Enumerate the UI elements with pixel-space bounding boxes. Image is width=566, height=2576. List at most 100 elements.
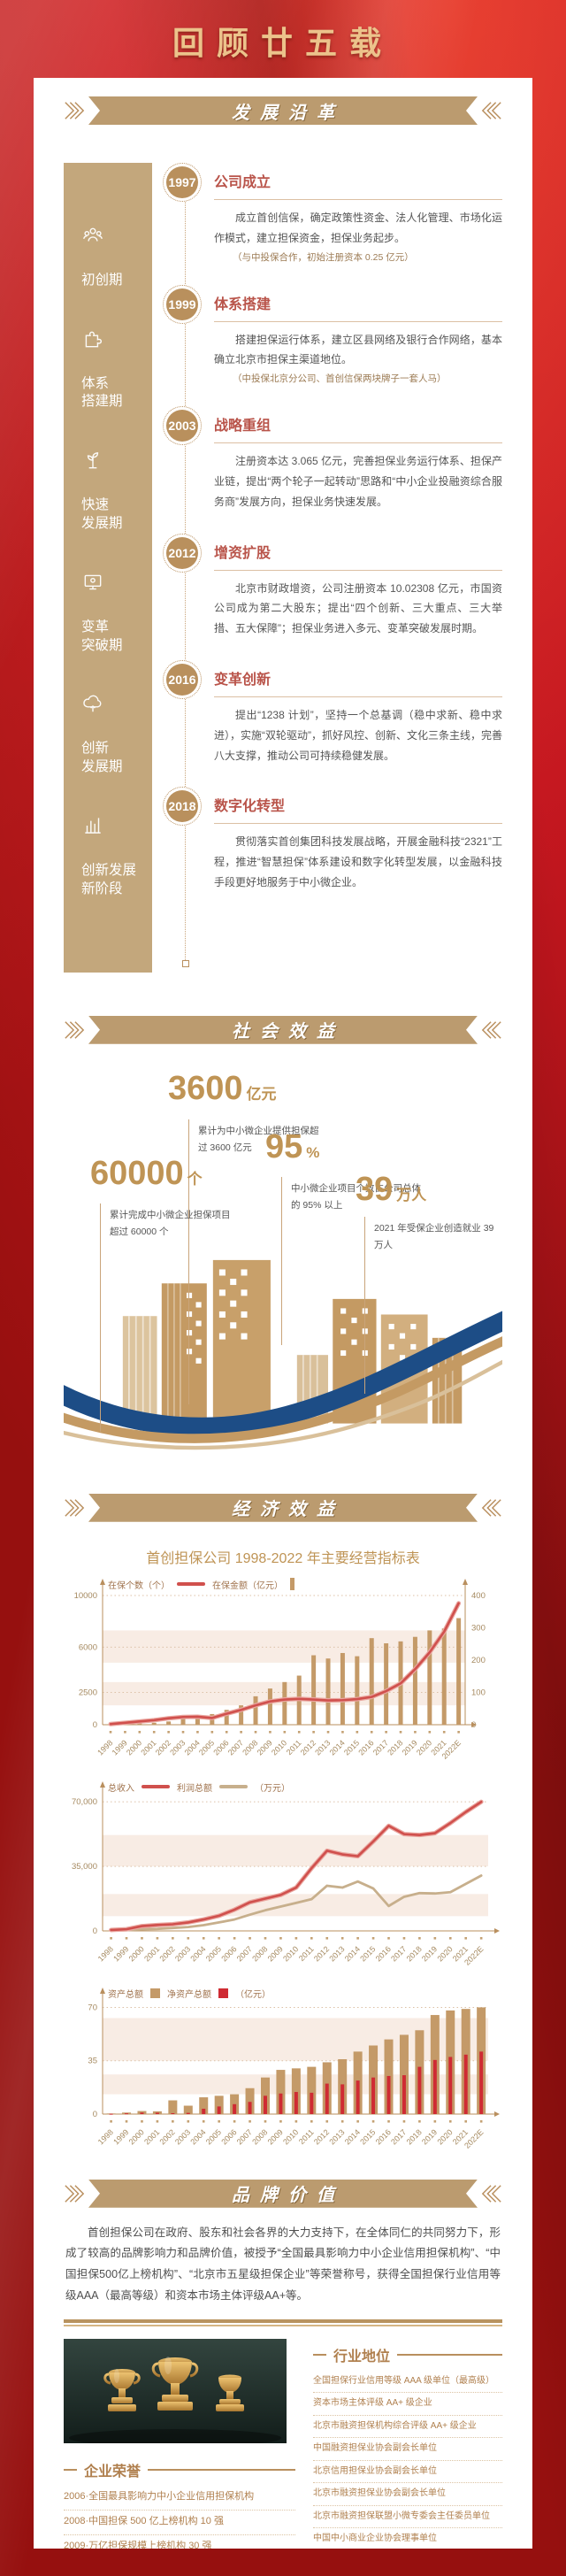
event-note: （中投保北京分公司、首创信保两块牌子一套人马）	[233, 373, 447, 385]
legend-label: 资产总额	[108, 1989, 143, 2000]
svg-text:2001: 2001	[139, 1738, 157, 1757]
svg-text:70: 70	[88, 2003, 97, 2012]
timeline-event: 1999 体系搭建 搭建担保运行体系，建立区县网络及银行合作网络，基本确立北京市…	[163, 284, 502, 386]
svg-text:2006: 2006	[219, 2127, 238, 2146]
status-item: 北京信用担保业协会副会长单位	[313, 2461, 502, 2484]
svg-text:0: 0	[93, 1926, 97, 1936]
timeline-event: 2018 数字化转型 贯彻落实首创集团科技发展战略，开展金融科技“2321”工程…	[163, 787, 502, 892]
svg-text:2012: 2012	[299, 1738, 317, 1757]
stage-label: 体系 搭建期	[81, 375, 123, 410]
svg-text:2001: 2001	[142, 2127, 161, 2146]
svg-text:2010: 2010	[281, 2127, 300, 2146]
event-title: 战略重组	[214, 406, 502, 444]
svg-text:2016: 2016	[356, 1738, 375, 1757]
svg-text:2009: 2009	[256, 1738, 274, 1757]
status-item: 中国中小商业企业协会理事单位	[313, 2528, 502, 2549]
stage-item: 体系 搭建期	[81, 309, 152, 431]
svg-text:2004: 2004	[183, 1738, 202, 1757]
svg-text:2003: 2003	[168, 1738, 187, 1757]
legend-swatch-icon	[219, 1785, 248, 1788]
svg-text:1998: 1998	[96, 2127, 115, 2146]
brand-section-banner: 品牌价值	[64, 2179, 502, 2209]
svg-text:2017: 2017	[389, 2127, 408, 2146]
svg-text:2000: 2000	[125, 1738, 143, 1757]
svg-text:2014: 2014	[328, 1738, 347, 1757]
svg-text:2008: 2008	[241, 1738, 259, 1757]
status-item: 中国融资担保业协会副会长单位	[313, 2438, 502, 2461]
chart-assets: 0 35 70 1998 1999 2000 2001 2002 2003 2004 2005 200…	[64, 1978, 502, 2159]
svg-text:10000: 10000	[74, 1591, 97, 1601]
svg-text:2020: 2020	[415, 1738, 433, 1757]
svg-text:200: 200	[471, 1656, 486, 1665]
year-badge: 2012	[163, 533, 202, 573]
year-badge: 2018	[163, 787, 202, 827]
legend-swatch-icon	[218, 1988, 228, 1998]
stage-item: 快速 发展期	[81, 430, 152, 552]
event-body: 贯彻落实首创集团科技发展战略，开展金融科技“2321”工程，推进“智慧担保”体系…	[214, 835, 502, 888]
svg-text:2019: 2019	[401, 1738, 419, 1757]
svg-text:2006: 2006	[219, 1944, 238, 1963]
svg-text:2019: 2019	[420, 1944, 439, 1963]
economic-section-banner: 经济效益	[64, 1493, 502, 1523]
svg-text:2019: 2019	[420, 2127, 439, 2146]
stage-label: 变革 突破期	[81, 619, 123, 653]
status-header: 行业地位	[313, 2344, 502, 2365]
svg-text:2014: 2014	[343, 1944, 362, 1963]
chevron-right-icon	[65, 1020, 85, 1039]
status-list: 全国担保行业信用等级 AAA 级单位（最高级） 资本市场主体评级 AA+ 级企业北…	[313, 2371, 502, 2549]
svg-text:2002: 2002	[154, 1738, 172, 1757]
social-banner-bar: 社会效益	[88, 1016, 478, 1044]
event-note: （与中投保合作，初始注册资本 0.25 亿元）	[233, 251, 414, 263]
svg-text:2003: 2003	[173, 2127, 192, 2146]
chart-legend: 在保个数（个） 在保金额（亿元）	[108, 1578, 294, 1591]
svg-text:2004: 2004	[188, 1944, 207, 1963]
chevron-left-icon	[481, 2184, 501, 2203]
event-body: 搭建担保运行体系，建立区县网络及银行合作网络，基本确立北京市担保主渠道地位。	[214, 333, 502, 366]
divider	[64, 2318, 502, 2326]
chart-revenue-profit: 0 35,000 70,000 1998 1999 2000 2001 2002 2003 200…	[64, 1772, 502, 1976]
status-item: 北京市融资担保机构综合评级 AA+ 级企业	[313, 2416, 502, 2439]
year-badge: 2016	[163, 659, 202, 699]
legend-swatch-icon	[150, 1988, 160, 1998]
timeline-event: 1997 公司成立 成立首创信保，确定政策性资金、法人化管理、市场化运作模式，建…	[163, 163, 502, 264]
honors-header: 企业荣誉	[64, 2459, 295, 2480]
history-banner-label: 发展沿革	[232, 103, 345, 123]
event-body: 成立首创信保，确定政策性资金、法人化管理、市场化运作模式，建立担保资金，担保业务…	[214, 211, 502, 244]
svg-text:2005: 2005	[197, 1738, 216, 1757]
svg-text:2013: 2013	[327, 2127, 346, 2146]
year-badge: 2003	[163, 406, 202, 446]
chart-table-title: 首创担保公司 1998-2022 年主要经营指标表	[146, 1550, 420, 1566]
svg-text:2003: 2003	[173, 1944, 192, 1963]
svg-text:2011: 2011	[297, 1944, 316, 1963]
event-title: 数字化转型	[214, 787, 502, 825]
svg-text:35: 35	[88, 2056, 97, 2065]
timeline-event: 2003 战略重组 注册资本达 3.065 亿元，完善担保业务运行体系、担保产业…	[163, 406, 502, 511]
svg-text:2008: 2008	[250, 1944, 269, 1963]
legend-unit: （万元）	[255, 1783, 290, 1794]
svg-text:2008: 2008	[250, 2127, 269, 2146]
svg-text:2012: 2012	[312, 2127, 331, 2146]
status-item: 全国担保行业信用等级 AAA 级单位（最高级）	[313, 2371, 502, 2394]
svg-text:2017: 2017	[371, 1738, 390, 1757]
svg-text:2000: 2000	[127, 1944, 146, 1963]
svg-text:2010: 2010	[270, 1738, 288, 1757]
event-title: 增资扩股	[214, 534, 502, 571]
legend-swatch-icon	[142, 1785, 170, 1788]
stat-rule	[100, 1203, 101, 1432]
svg-text:100: 100	[471, 1688, 486, 1697]
brand-banner-bar: 品牌价值	[88, 2180, 478, 2208]
city-skyline-illustration	[64, 1259, 502, 1449]
svg-text:2012: 2012	[312, 1944, 331, 1963]
history-banner-bar: 发展沿革	[88, 96, 478, 125]
event-title: 体系搭建	[214, 285, 502, 322]
svg-text:2011: 2011	[297, 2127, 316, 2146]
event-title: 变革创新	[214, 660, 502, 697]
svg-text:2006: 2006	[211, 1738, 230, 1757]
svg-text:2018: 2018	[386, 1738, 404, 1757]
brand-banner-label: 品牌价值	[232, 2186, 345, 2206]
timeline-event: 2016 变革创新 提出“1238 计划”，坚持一个总基调（稳中求新、稳中求进）…	[163, 659, 502, 765]
svg-text:2001: 2001	[142, 1944, 161, 1963]
svg-text:2002: 2002	[158, 1944, 177, 1963]
svg-text:2010: 2010	[281, 1944, 300, 1963]
